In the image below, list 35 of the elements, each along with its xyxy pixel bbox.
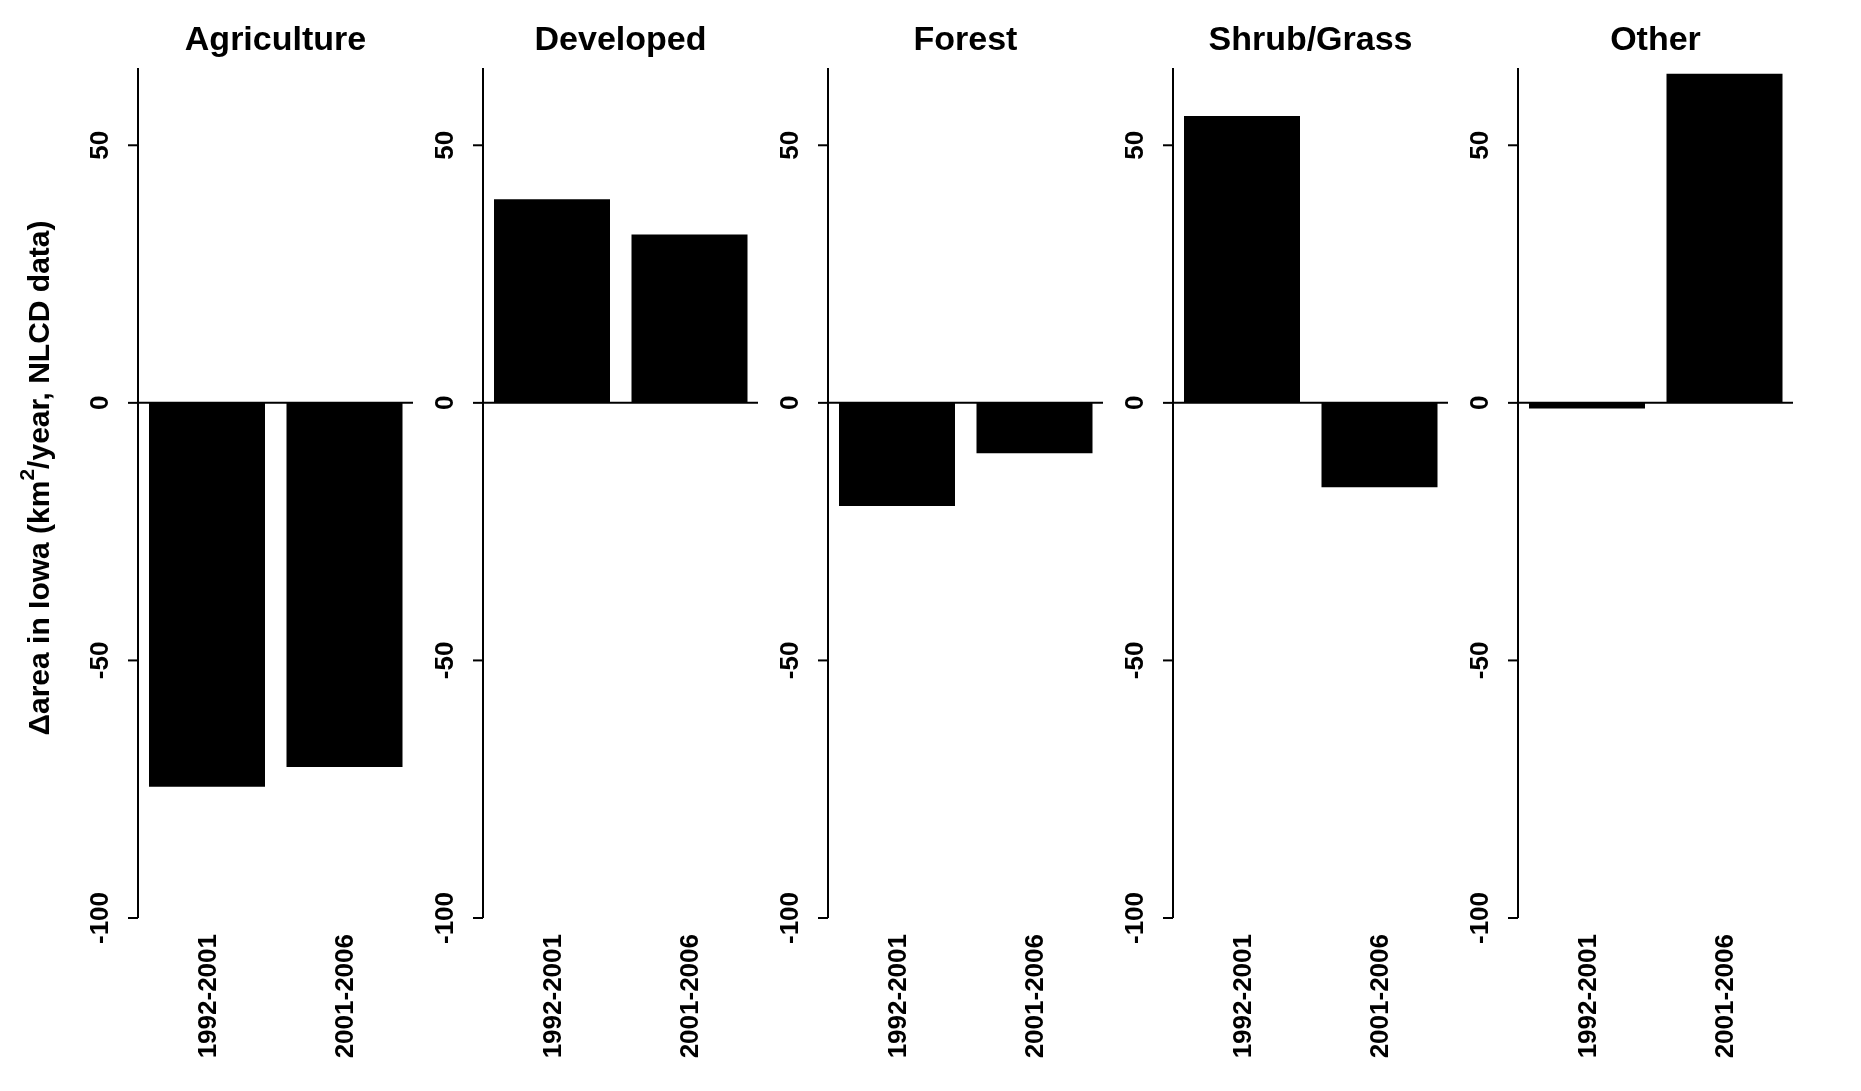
- x-tick-label: 2001-2006: [674, 934, 705, 1059]
- y-tick-label: -100: [84, 891, 114, 945]
- x-tick-label: 2001-2006: [1364, 934, 1395, 1059]
- y-tick-label: 0: [1119, 395, 1149, 411]
- chart-title: Agriculture: [183, 18, 368, 59]
- x-tick-label: 2001-2006: [329, 934, 360, 1059]
- x-tick-label: 1992-2001: [1571, 934, 1602, 1059]
- y-tick-label: -100: [429, 891, 459, 945]
- y-tick-label: 50: [429, 130, 459, 160]
- y-tick-label: 50: [1119, 130, 1149, 160]
- y-tick-label: -100: [1464, 891, 1494, 945]
- y-tick-label: 0: [429, 395, 459, 411]
- x-tick-label: 1992-2001: [536, 934, 567, 1059]
- chart-title: Shrub/Grass: [1207, 18, 1414, 59]
- x-tick-label: 2001-2006: [1709, 934, 1740, 1059]
- y-tick-label: 0: [84, 395, 114, 411]
- chart-title: Developed: [533, 18, 708, 59]
- y-tick-label: -100: [774, 891, 804, 945]
- x-tick-label: 1992-2001: [191, 934, 222, 1059]
- y-tick-label: -50: [1119, 641, 1149, 680]
- y-tick-label: 0: [774, 395, 804, 411]
- y-tick-label: -50: [84, 641, 114, 680]
- x-tick-label: 1992-2001: [1226, 934, 1257, 1059]
- chart-title: Forest: [912, 18, 1019, 59]
- y-tick-label: -100: [1119, 891, 1149, 945]
- y-tick-label: 50: [774, 130, 804, 160]
- y-tick-label: -50: [774, 641, 804, 680]
- x-tick-label: 2001-2006: [1019, 934, 1050, 1059]
- y-tick-label: -50: [1464, 641, 1494, 680]
- y-tick-label: 0: [1464, 395, 1494, 411]
- y-tick-label: 50: [1464, 130, 1494, 160]
- chart-title: Other: [1609, 18, 1702, 59]
- y-tick-label: -50: [429, 641, 459, 680]
- x-tick-label: 1992-2001: [881, 934, 912, 1059]
- y-tick-label: 50: [84, 130, 114, 160]
